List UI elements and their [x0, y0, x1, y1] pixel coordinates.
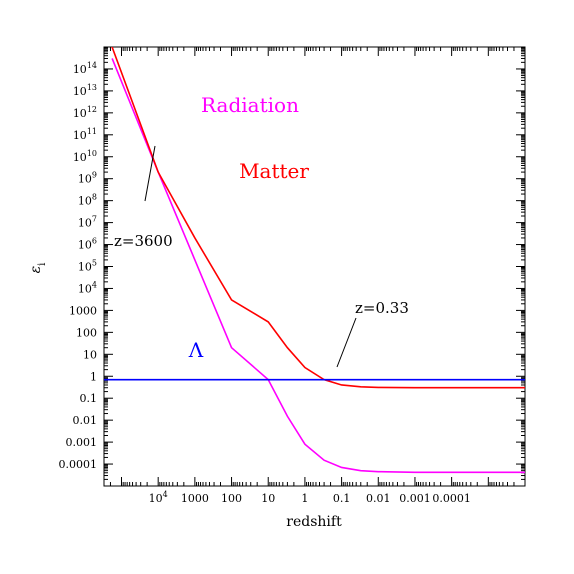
y-tick-label: 0.0001 [59, 458, 98, 471]
series-label-lambda: Λ [188, 338, 204, 362]
y-tick-label-exponent: 12 [87, 105, 97, 114]
x-tick-label: 1 [301, 492, 308, 505]
y-tick-label: 0.1 [80, 392, 98, 405]
y-tick-label-base: 10 [78, 217, 92, 230]
tick-labels: 104 1000 100 10 1 0.1 0.01 0.001 0.0001101410131… [59, 61, 471, 505]
y-tick-label: 10 [83, 348, 97, 361]
y-tick-label-base: 10 [83, 348, 97, 361]
y-tick-label: 108 [78, 193, 97, 208]
y-tick-label: 1014 [73, 61, 97, 76]
svg-text:εi: εi [28, 263, 48, 274]
series-lines [104, 47, 525, 474]
y-tick-label-exponent: 11 [87, 127, 97, 136]
x-tick-label-base: 100 [221, 492, 242, 505]
x-tick-label: 10 [261, 492, 275, 505]
y-tick-label-base: 10 [78, 239, 92, 252]
x-tick-label-exponent: 4 [163, 490, 168, 499]
x-tick-label: 0.0001 [432, 492, 471, 505]
x-tick-label: 100 [221, 492, 242, 505]
x-tick-label: 0.1 [333, 492, 351, 505]
y-tick-label-exponent: 4 [92, 280, 97, 289]
x-tick-label-base: 0.001 [399, 492, 431, 505]
y-tick-label-exponent: 7 [92, 215, 97, 224]
x-axis-title: redshift [286, 514, 342, 530]
y-tick-label: 1011 [73, 127, 97, 142]
x-tick-label: 0.01 [366, 492, 391, 505]
axis-ticks [103, 46, 526, 487]
x-tick-label-base: 1000 [181, 492, 209, 505]
y-tick-label-exponent: 13 [87, 83, 97, 92]
series-labels: Radiation Matter Λ [188, 93, 310, 362]
y-tick-label: 1012 [73, 105, 97, 120]
x-tick-label-base: 10 [261, 492, 275, 505]
y-tick-label: 1 [90, 370, 97, 383]
y-axis-title: εi [28, 263, 48, 274]
y-tick-label: 1013 [73, 83, 97, 98]
y-tick-label: 1010 [73, 149, 97, 164]
y-tick-label: 1000 [69, 304, 97, 317]
y-axis-title-symbol: ε [28, 266, 44, 274]
x-tick-label-base: 0.01 [366, 492, 391, 505]
x-tick-label-base: 0.0001 [432, 492, 471, 505]
x-tick-label: 104 [149, 490, 168, 505]
y-tick-label-exponent: 9 [92, 171, 97, 180]
annotations: z=3600 z=0.33 [114, 145, 409, 368]
series-label-matter: Matter [239, 159, 309, 183]
annotation-pointer [144, 145, 156, 202]
y-tick-label-exponent: 5 [92, 259, 97, 268]
y-tick-label-base: 0.001 [66, 436, 98, 449]
x-tick-label: 0.001 [399, 492, 431, 505]
y-tick-label-base: 10 [73, 85, 87, 98]
x-tick-label-base: 0.1 [333, 492, 351, 505]
y-tick-label-base: 10 [78, 261, 92, 274]
y-tick-label-base: 1000 [69, 304, 97, 317]
y-tick-label: 0.01 [73, 414, 98, 427]
y-tick-label-base: 100 [76, 326, 97, 339]
y-tick-label-exponent: 8 [92, 193, 97, 202]
y-tick-label-exponent: 10 [87, 149, 97, 158]
y-tick-label-base: 0.1 [80, 392, 98, 405]
y-tick-label-base: 10 [73, 129, 87, 142]
y-tick-label-base: 10 [78, 195, 92, 208]
y-tick-label: 107 [78, 215, 97, 230]
y-tick-label-exponent: 14 [87, 61, 97, 70]
annotation-label: z=0.33 [355, 299, 409, 317]
y-tick-label-base: 1 [90, 370, 97, 383]
y-tick-label: 109 [78, 171, 97, 186]
y-tick-label-base: 0.01 [73, 414, 98, 427]
y-tick-label-exponent: 6 [92, 237, 97, 246]
series-line-radiation [111, 58, 525, 474]
y-tick-label-base: 10 [73, 151, 87, 164]
x-tick-label-base: 10 [149, 492, 163, 505]
y-tick-label: 105 [78, 259, 97, 274]
y-tick-label: 104 [78, 280, 97, 295]
y-tick-label: 0.001 [66, 436, 98, 449]
series-line-matter [111, 47, 525, 389]
annotation-pointer [336, 317, 357, 368]
y-tick-label: 106 [78, 237, 97, 252]
y-tick-label-base: 10 [73, 63, 87, 76]
y-tick-label-base: 10 [78, 173, 92, 186]
y-tick-label-base: 10 [78, 282, 92, 295]
series-label-radiation: Radiation [201, 93, 299, 117]
annotation-label: z=3600 [114, 232, 173, 250]
y-axis-title-subscript: i [37, 263, 48, 266]
x-tick-label-base: 1 [301, 492, 308, 505]
y-tick-label: 100 [76, 326, 97, 339]
x-tick-label: 1000 [181, 492, 209, 505]
y-tick-label-base: 10 [73, 107, 87, 120]
y-tick-label-base: 0.0001 [59, 458, 98, 471]
